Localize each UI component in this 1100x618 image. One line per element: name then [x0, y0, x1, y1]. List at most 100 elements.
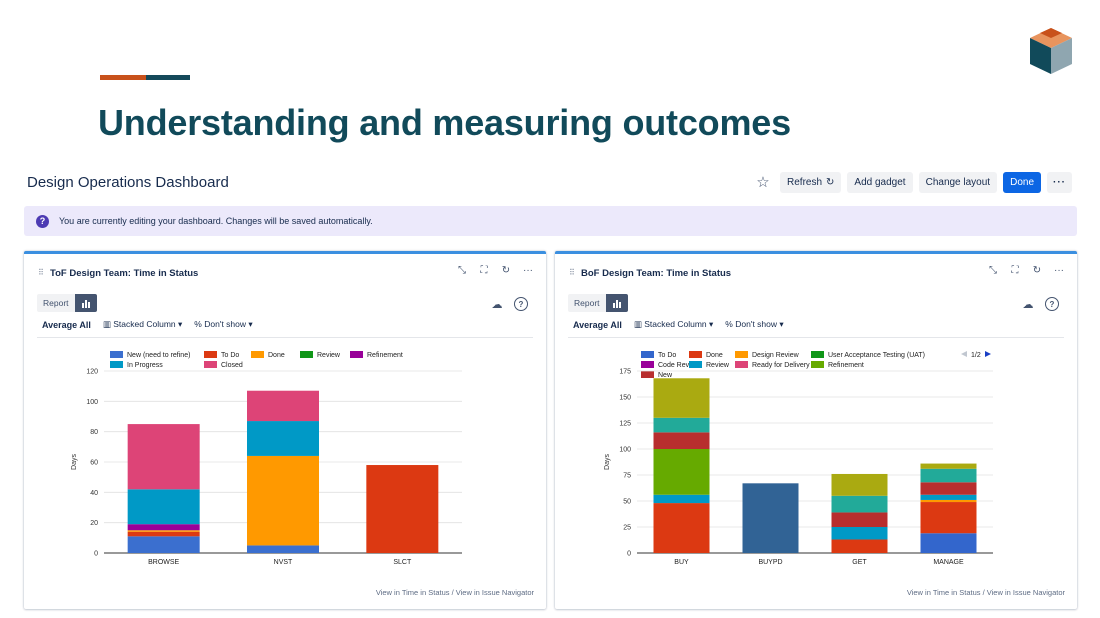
tab-chart[interactable] — [74, 294, 97, 312]
legend-swatch — [641, 361, 654, 368]
done-button[interactable]: Done — [1003, 171, 1041, 193]
legend-swatch — [811, 351, 824, 358]
bar-segment — [742, 483, 799, 553]
legend-swatch — [300, 351, 313, 358]
chevron-down-icon: ▾ — [178, 319, 183, 329]
chart-type-select[interactable]: ▥ Stacked Column ▾ — [634, 319, 713, 330]
refresh-icon[interactable]: ↻ — [501, 265, 511, 276]
show-select[interactable]: % Don't show ▾ — [725, 319, 783, 330]
minimize-icon[interactable]: ⤡ — [458, 265, 466, 276]
chart-type-label: Stacked Column — [113, 319, 176, 329]
x-tick-label: MANAGE — [933, 559, 964, 566]
percent-icon: % — [725, 319, 733, 329]
help-icon[interactable]: ? — [1045, 297, 1059, 311]
issue-navigator-link[interactable]: View in Issue Navigator — [986, 588, 1065, 597]
bar-segment — [127, 531, 200, 537]
show-label: Don't show — [735, 319, 778, 329]
help-icon[interactable]: ? — [514, 297, 528, 311]
cloud-download-icon[interactable]: ☁ — [491, 298, 503, 311]
more-actions-button[interactable]: ··· — [1047, 171, 1072, 193]
average-all-select[interactable]: Average All — [573, 319, 622, 330]
bar-segment — [653, 449, 710, 495]
refresh-button[interactable]: Refresh ↻ — [780, 171, 842, 193]
question-icon: ? — [36, 214, 49, 228]
banner-text: You are currently editing your dashboard… — [59, 216, 373, 226]
divider — [568, 337, 1064, 338]
legend-swatch — [641, 371, 654, 378]
x-tick-label: NVST — [274, 559, 293, 566]
legend-label: To Do — [658, 352, 676, 359]
show-select[interactable]: % Don't show ▾ — [194, 319, 252, 330]
y-tick-label: 60 — [90, 460, 98, 467]
legend-label: New (need to refine) — [127, 352, 190, 359]
tab-report[interactable]: Report — [568, 294, 606, 312]
bar-segment — [247, 455, 319, 546]
legend-label: Review — [706, 362, 730, 369]
bar-segment — [653, 378, 710, 418]
bar-segment — [920, 494, 977, 500]
drag-handle-icon[interactable]: ⠿ — [38, 268, 44, 277]
gadget-bof: ⠿ BoF Design Team: Time in Status ⤡ ⛶ ↻ … — [555, 251, 1077, 609]
legend-swatch — [350, 351, 363, 358]
bar-chart-icon — [81, 299, 90, 308]
legend-label: In Progress — [127, 362, 163, 369]
average-all-select[interactable]: Average All — [42, 319, 91, 330]
legend-item: Review — [300, 351, 341, 359]
refresh-icon[interactable]: ↻ — [1032, 265, 1042, 276]
bar-segment — [127, 536, 200, 553]
bar-segment — [653, 494, 710, 504]
bar-segment — [653, 432, 710, 449]
y-tick-label: 175 — [619, 369, 631, 376]
chart-options: Average All ▥ Stacked Column ▾ % Don't s… — [573, 319, 784, 330]
legend-item: Design Review — [735, 351, 800, 359]
column-chart-icon: ▥ — [102, 319, 111, 329]
time-in-status-link[interactable]: View in Time in Status — [906, 588, 981, 597]
legend-swatch — [204, 361, 217, 368]
tab-report[interactable]: Report — [37, 294, 75, 312]
report-tabs: Report — [37, 294, 97, 312]
more-icon[interactable]: ··· — [1054, 265, 1064, 276]
time-in-status-link[interactable]: View in Time in Status — [375, 588, 450, 597]
add-gadget-button[interactable]: Add gadget — [847, 171, 913, 193]
minimize-icon[interactable]: ⤡ — [989, 265, 997, 276]
y-tick-label: 40 — [90, 490, 98, 497]
chart-type-select[interactable]: ▥ Stacked Column ▾ — [103, 319, 182, 330]
star-icon[interactable]: ☆ — [756, 174, 770, 191]
y-tick-label: 120 — [86, 369, 98, 376]
legend-item: Refinement — [350, 351, 403, 359]
bar-segment — [831, 495, 888, 513]
bar-segment — [127, 424, 200, 490]
legend-swatch — [735, 351, 748, 358]
legend-label: Ready for Delivery — [752, 362, 810, 369]
legend-item: Done — [689, 351, 723, 359]
y-tick-label: 125 — [619, 421, 631, 428]
refresh-label: Refresh — [787, 176, 823, 188]
legend-next-icon — [985, 351, 991, 357]
y-tick-label: 0 — [94, 551, 98, 558]
report-tabs: Report — [568, 294, 628, 312]
bar-segment — [831, 527, 888, 540]
more-icon[interactable]: ··· — [523, 265, 533, 276]
gadget-footer: View in Time in Status / View in Issue N… — [376, 588, 534, 597]
gadget-header: ⠿ BoF Design Team: Time in Status ⤡ ⛶ ↻ … — [555, 254, 1077, 288]
tab-chart[interactable] — [605, 294, 628, 312]
issue-navigator-link[interactable]: View in Issue Navigator — [455, 588, 534, 597]
accent-bar-teal — [146, 75, 190, 80]
accent-bar-orange — [100, 75, 146, 80]
chevron-down-icon: ▾ — [248, 319, 253, 329]
bar-segment — [920, 533, 977, 553]
footer-separator: / — [449, 588, 456, 597]
editing-banner: ? You are currently editing your dashboa… — [24, 206, 1077, 236]
cloud-download-icon[interactable]: ☁ — [1022, 298, 1034, 311]
legend-swatch — [811, 361, 824, 368]
y-tick-label: 0 — [627, 551, 631, 558]
drag-handle-icon[interactable]: ⠿ — [569, 268, 575, 277]
maximize-icon[interactable]: ⛶ — [480, 265, 488, 276]
legend-label: Done — [268, 352, 285, 359]
legend-label: Done — [706, 352, 723, 359]
slide-title: Understanding and measuring outcomes — [98, 102, 791, 143]
legend-label: New — [658, 372, 673, 379]
maximize-icon[interactable]: ⛶ — [1011, 265, 1019, 276]
gadget-header-actions: ⤡ ⛶ ↻ ··· — [987, 265, 1065, 276]
change-layout-button[interactable]: Change layout — [918, 171, 998, 193]
